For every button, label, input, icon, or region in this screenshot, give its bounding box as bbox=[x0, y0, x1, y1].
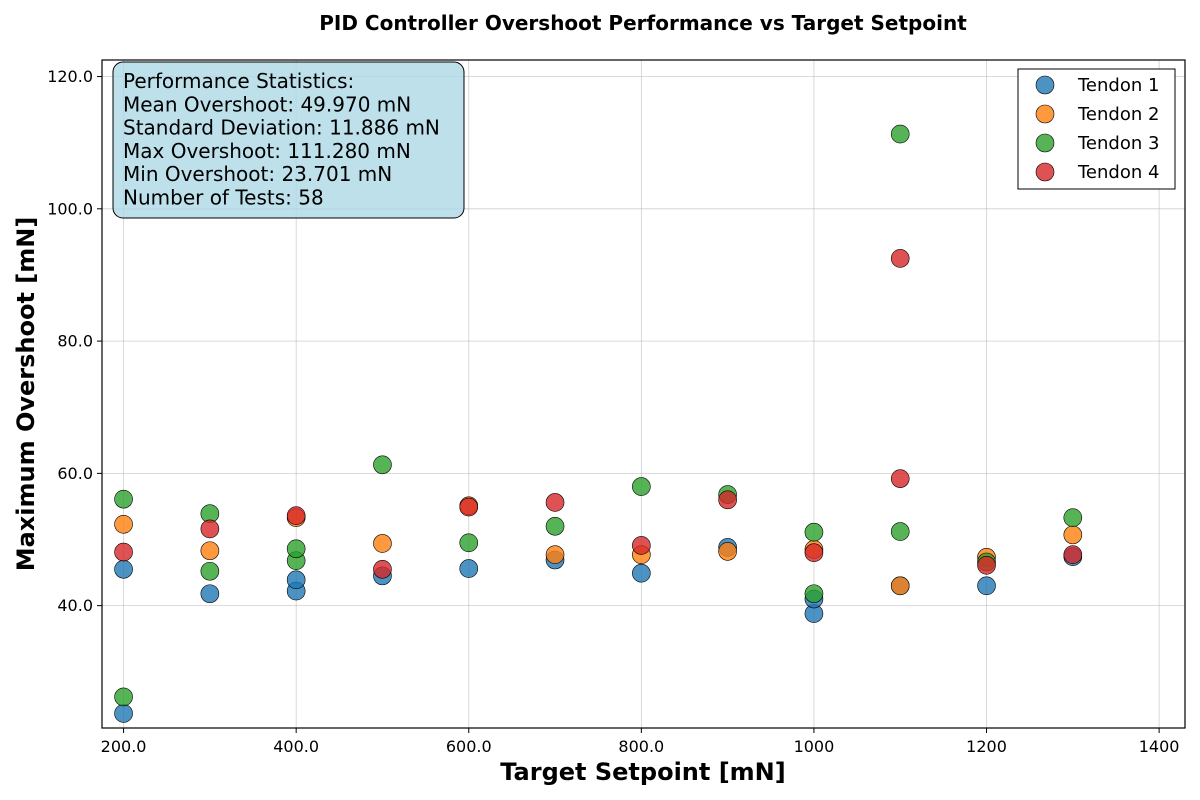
data-point bbox=[286, 506, 306, 525]
x-tick-label: 800.0 bbox=[618, 737, 664, 756]
data-point bbox=[890, 522, 910, 541]
data-point bbox=[286, 539, 306, 559]
data-point bbox=[200, 561, 220, 581]
data-point bbox=[114, 559, 133, 579]
stats-line: Performance Statistics: bbox=[123, 69, 354, 93]
data-point bbox=[1063, 508, 1083, 527]
stats-line: Max Overshoot: 111.280 mN bbox=[123, 139, 411, 163]
stats-line: Number of Tests: 58 bbox=[123, 186, 324, 210]
data-point bbox=[718, 542, 737, 561]
data-point bbox=[545, 493, 565, 512]
data-point bbox=[632, 536, 651, 555]
data-point bbox=[977, 576, 996, 596]
legend-marker bbox=[1035, 162, 1055, 182]
x-axis-label: Target Setpoint [mN] bbox=[500, 758, 785, 786]
stats-line: Standard Deviation: 11.886 mN bbox=[123, 116, 440, 140]
data-point bbox=[373, 455, 392, 475]
legend-label: Tendon 3 bbox=[1077, 133, 1159, 154]
data-point bbox=[286, 570, 306, 590]
legend-label: Tendon 1 bbox=[1077, 75, 1159, 96]
data-point bbox=[200, 519, 220, 539]
data-point bbox=[632, 563, 651, 583]
data-point bbox=[890, 576, 910, 596]
x-tick-label: 200.0 bbox=[101, 737, 147, 756]
data-point bbox=[114, 687, 133, 707]
series-tendon-1 bbox=[114, 538, 1083, 723]
x-tick-label: 1000 bbox=[794, 737, 835, 756]
data-point bbox=[632, 477, 651, 496]
x-tick-label: 1400 bbox=[1139, 737, 1180, 756]
data-point bbox=[114, 542, 133, 562]
data-point bbox=[200, 541, 220, 561]
stats-annotation-box bbox=[112, 61, 465, 219]
y-tick-label: 100.0 bbox=[47, 199, 93, 218]
data-point bbox=[1063, 545, 1083, 565]
stats-line: Min Overshoot: 23.701 mN bbox=[123, 162, 392, 186]
data-point bbox=[459, 497, 479, 517]
stats-line: Mean Overshoot: 49.970 mN bbox=[123, 92, 411, 116]
data-point bbox=[977, 555, 996, 575]
y-tick-label: 80.0 bbox=[57, 332, 93, 351]
data-point bbox=[804, 543, 824, 563]
chart-title: PID Controller Overshoot Performance vs … bbox=[319, 11, 967, 35]
axis-ticks: 200.0 400.0 600.0 800.0 1000 1200 1400 40.0 60.0… bbox=[47, 67, 1179, 756]
data-point bbox=[545, 545, 565, 565]
stats-annotation: Performance Statistics:Mean Overshoot: 4… bbox=[112, 61, 465, 219]
data-point bbox=[718, 490, 737, 510]
data-point bbox=[804, 522, 824, 542]
data-point bbox=[114, 704, 133, 723]
x-tick-label: 400.0 bbox=[273, 737, 319, 756]
series-tendon-2 bbox=[114, 496, 1083, 596]
legend-label: Tendon 4 bbox=[1077, 162, 1159, 183]
y-axis-label: Maximum Overshoot [mN] bbox=[12, 217, 40, 572]
data-point bbox=[459, 559, 479, 578]
data-point bbox=[200, 584, 220, 604]
data-points bbox=[114, 124, 1083, 723]
data-point bbox=[890, 469, 910, 488]
plot-area bbox=[101, 59, 1186, 729]
y-tick-label: 60.0 bbox=[57, 464, 93, 483]
series-tendon-3 bbox=[114, 124, 1083, 707]
data-point bbox=[373, 559, 392, 579]
data-point bbox=[114, 514, 133, 534]
data-point bbox=[1063, 525, 1083, 545]
legend-label: Tendon 2 bbox=[1077, 104, 1159, 125]
series-tendon-4 bbox=[114, 249, 1083, 579]
data-point bbox=[890, 124, 910, 144]
legend: Tendon 1 Tendon 2 Tendon 3 Tendon 4 bbox=[1017, 68, 1176, 190]
x-tick-label: 600.0 bbox=[446, 737, 492, 756]
legend-marker bbox=[1035, 75, 1055, 95]
data-point bbox=[459, 533, 479, 553]
data-point bbox=[545, 516, 565, 536]
legend-marker bbox=[1035, 133, 1055, 153]
y-tick-label: 120.0 bbox=[47, 67, 93, 86]
legend-marker bbox=[1035, 104, 1055, 124]
data-point bbox=[804, 584, 824, 604]
data-point bbox=[114, 489, 133, 509]
data-point bbox=[890, 249, 910, 268]
x-tick-label: 1200 bbox=[966, 737, 1007, 756]
y-tick-label: 40.0 bbox=[57, 596, 93, 615]
data-point bbox=[373, 534, 392, 553]
